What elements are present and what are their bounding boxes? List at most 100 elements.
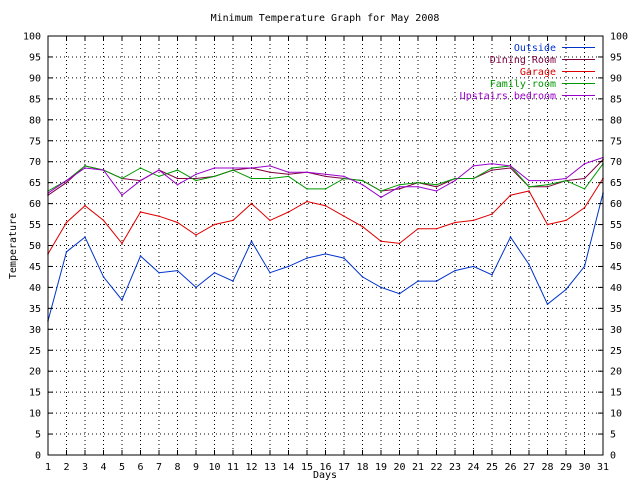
data-point [84,236,86,238]
data-point [287,175,290,178]
data-point [324,188,327,190]
data-point [380,286,382,289]
data-point [158,215,160,217]
y-tick-label: 80 [29,115,41,126]
x-tick-label: 1 [45,462,51,473]
y-tick-label: 55 [29,220,41,231]
data-point [343,177,345,180]
y-tick-label: 40 [29,283,41,294]
data-point [121,194,123,197]
data-point [287,211,290,213]
y-tick-label: 35 [29,304,41,315]
data-point [269,171,271,173]
series-garage [47,177,604,255]
data-point [195,234,197,236]
data-point [343,175,345,178]
y-tick-label: 50 [610,241,622,252]
data-point [250,177,253,180]
data-point [195,173,197,176]
data-point [380,196,382,199]
y-tick-label: 85 [29,94,41,105]
data-point [121,177,123,180]
y-tick-label: 25 [610,346,622,357]
data-point [435,190,438,192]
data-point [509,194,512,197]
data-point [65,179,68,182]
data-point [306,200,308,203]
series-upstairs-bedroom [47,156,604,199]
x-tick-label: 23 [449,462,461,473]
data-point [213,175,216,178]
x-tick-label: 31 [597,462,609,473]
y-tick-label: 80 [610,115,622,126]
data-point [65,181,68,184]
data-point [398,186,401,188]
data-point [491,162,493,165]
data-point [324,204,327,207]
data-point [528,186,530,188]
y-tick-label: 70 [610,157,622,168]
data-point [232,219,234,222]
data-point [565,219,567,222]
data-point [195,179,197,182]
legend-label: Upstairs bedroom [460,91,556,102]
x-tick-label: 20 [393,462,405,473]
data-point [158,175,160,178]
data-point [65,221,68,224]
data-point [528,190,530,192]
data-point [398,292,401,295]
data-point [176,169,179,171]
data-point [139,255,142,257]
data-point [176,183,179,186]
data-point [454,179,456,182]
x-tick-label: 26 [504,462,516,473]
data-point [509,165,512,167]
data-point [435,280,438,282]
y-tick-label: 30 [610,325,622,336]
x-tick-label: 5 [119,462,125,473]
x-tick-label: 24 [467,462,479,473]
data-point [435,186,438,188]
x-tick-label: 3 [82,462,88,473]
data-point [472,177,475,180]
data-point [472,219,475,222]
y-tick-label: 60 [610,199,622,210]
data-point [269,177,271,180]
data-point [361,179,364,182]
data-point [176,269,179,272]
x-tick-label: 22 [430,462,442,473]
x-tick-label: 19 [375,462,387,473]
data-point [102,276,105,278]
data-point [491,274,493,276]
data-point [583,162,586,165]
data-point [84,165,86,167]
data-point [195,286,197,289]
data-point [454,177,456,180]
y-tick-label: 100 [23,32,41,43]
y-tick-label: 25 [29,346,41,357]
x-tick-label: 13 [264,462,276,473]
data-point [269,219,271,222]
chart-title: Minimum Temperature Graph for May 2008 [211,13,440,24]
data-point [509,167,512,169]
data-point [213,167,216,169]
data-point [565,288,567,291]
y-tick-label: 10 [610,409,622,420]
y-tick-label: 55 [610,220,622,231]
data-point [583,206,586,209]
data-point [398,188,401,190]
y-tick-label: 65 [610,178,622,189]
y-tick-label: 45 [29,262,41,273]
x-tick-label: 15 [301,462,313,473]
y-tick-label: 10 [29,409,41,420]
x-tick-label: 7 [156,462,162,473]
x-tick-labels: 1 2 3 4 5 6 7 8 9 10 11 12 13 14 15 16 17 18 19 20 21 22 23 24 2… [45,462,609,473]
data-point [583,265,586,268]
data-point [324,173,327,176]
data-point [269,271,271,274]
legend-label: Dining Room [490,55,556,66]
data-point [546,303,549,305]
data-point [232,167,234,169]
data-point [565,177,567,180]
